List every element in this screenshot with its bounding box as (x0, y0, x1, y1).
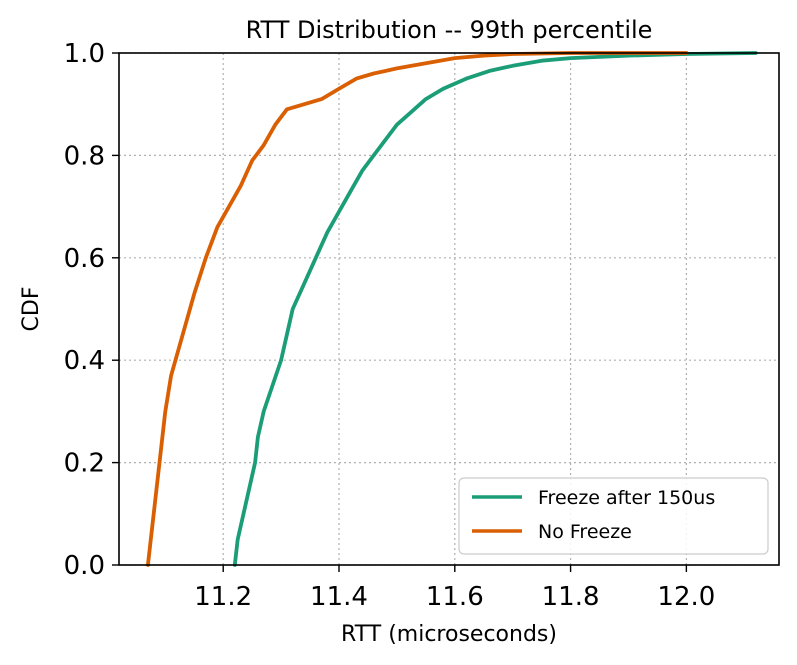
y-tick-label: 0.6 (64, 244, 105, 274)
ticks-layer: 11.2 11.4 11.6 11.8 12.0 0.0 0.2 0.4 0.6 0.8 1.0 (64, 39, 716, 612)
legend: Freeze after 150us No Freeze (458, 477, 769, 555)
legend-box (458, 477, 769, 555)
series-line-no-freeze (145, 51, 689, 567)
y-tick-label: 0.2 (64, 449, 105, 479)
x-axis-title: RTT (microseconds) (341, 622, 557, 647)
legend-label-no-freeze: No Freeze (538, 521, 632, 543)
x-tick-label: 12.0 (657, 582, 715, 612)
x-tick-label: 11.8 (542, 582, 600, 612)
legend-label-freeze: Freeze after 150us (538, 487, 715, 509)
y-tick-label: 0.8 (64, 141, 105, 171)
chart-title: RTT Distribution -- 99th percentile (246, 16, 653, 44)
y-tick-label: 0.0 (64, 551, 105, 581)
y-tick-label: 0.4 (64, 346, 105, 376)
x-tick-label: 11.6 (426, 582, 484, 612)
series-line-freeze (232, 51, 758, 567)
y-axis-title: CDF (19, 287, 44, 332)
x-tick-label: 11.4 (310, 582, 368, 612)
x-tick-label: 11.2 (194, 582, 252, 612)
y-tick-label: 1.0 (64, 39, 105, 69)
series-layer (145, 51, 758, 567)
plot-frame (118, 52, 780, 566)
